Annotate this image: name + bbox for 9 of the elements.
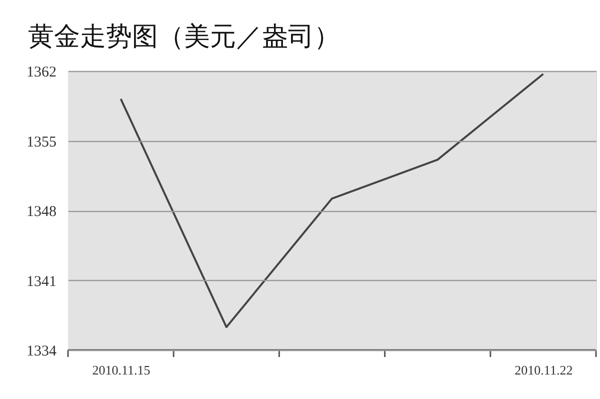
y-tick-label: 1355 — [26, 134, 56, 150]
line-series — [120, 72, 544, 328]
y-tick-label: 1334 — [26, 344, 57, 360]
y-tick-label: 1348 — [26, 204, 56, 220]
y-tick-label: 1362 — [26, 64, 56, 80]
y-tick-label: 1341 — [26, 274, 56, 290]
chart-title: 黄金走势图（美元／盎司） — [28, 22, 340, 52]
x-tick-label: 2010.11.22 — [514, 362, 573, 378]
x-tick-label: 2010.11.15 — [92, 362, 150, 378]
